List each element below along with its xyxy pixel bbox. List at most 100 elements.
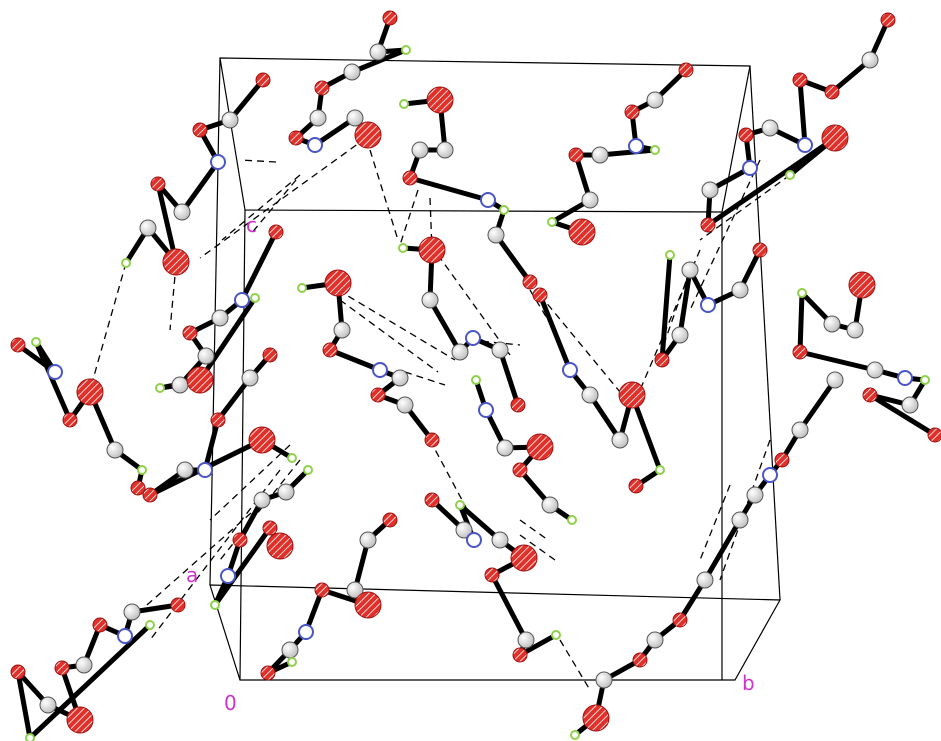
bond-15-9 (27, 622, 153, 741)
oxygen-atom-2-8 (522, 274, 538, 290)
oxygen-atom-10-6 (628, 478, 644, 494)
oxygen-atom-2-4 (402, 170, 418, 186)
carbon-atom-14-2 (346, 581, 364, 599)
hydrogen-bond-20 (429, 439, 471, 516)
carbon-atom-17-6 (696, 571, 714, 589)
oxygen-atom-16-10 (927, 427, 941, 443)
hydrogen-bond-8 (529, 289, 561, 341)
oxygen-atom-large-15-6 (66, 706, 94, 734)
carbon-atom-2-2 (436, 141, 454, 159)
nitrogen-atom-18-2 (700, 297, 716, 313)
oxygen-atom-3-6 (568, 147, 584, 163)
oxygen-atom-large-8-1 (418, 236, 446, 264)
bond-15-8 (15, 669, 33, 741)
oxygen-atom-13-0 (424, 492, 440, 508)
oxygen-atom-3-0 (678, 62, 694, 78)
oxygen-atom-11-5 (142, 487, 158, 503)
nitrogen-atom-8-4 (465, 330, 481, 346)
carbon-atom-7-2 (333, 321, 351, 339)
oxygen-atom-15-0 (170, 597, 186, 613)
oxygen-atom-large-1-6 (162, 248, 190, 276)
carbon-atom-3-7 (581, 191, 599, 209)
bond-13-3 (457, 502, 503, 543)
carbon-atom-3-5 (591, 146, 609, 164)
nitrogen-atom-15-2 (117, 628, 133, 644)
oxygen-atom-13-8 (512, 647, 528, 663)
carbon-atom-13-4 (491, 531, 509, 549)
oxygen-atom-large-9-3 (526, 433, 554, 461)
hydrogen-bond-5 (429, 197, 433, 251)
carbon-atom-5-5 (106, 441, 124, 459)
nitrogen-atom-4-4 (797, 137, 813, 153)
bond-16-3 (797, 290, 805, 355)
carbon-atom-16-1 (846, 321, 864, 339)
bond-7-3 (327, 347, 383, 373)
hydrogen-atom-3-8 (547, 217, 557, 227)
carbon-atom-1-7 (139, 219, 157, 237)
nitrogen-atom-2-5 (480, 192, 496, 208)
hydrogen-atom-3-4 (650, 145, 660, 155)
bond-10-2 (587, 392, 623, 443)
unit-cell (209, 57, 782, 681)
bond-5-2 (33, 339, 73, 423)
bond-11-1 (215, 375, 253, 423)
bond-17-5 (702, 517, 743, 583)
nitrogen-atom-12-4 (220, 568, 236, 584)
carbon-atom-11-1 (241, 369, 259, 387)
axis-a-label: a (186, 563, 198, 587)
nitrogen-atom-9-1 (478, 402, 494, 418)
hydrogen-atom-15-9 (25, 733, 35, 741)
oxygen-atom-14-0 (382, 512, 398, 528)
oxygen-atom-large-10-4 (618, 381, 646, 409)
bond-2-7 (493, 232, 533, 285)
carbon-atom-16-5 (866, 361, 884, 379)
oxygen-atom-large-5-4 (76, 378, 104, 406)
hydrogen-bond-13 (469, 339, 521, 346)
nitrogen-atom-5-1 (47, 364, 63, 380)
carbon-atom-6-4 (197, 347, 215, 365)
bond-1-3 (179, 159, 221, 215)
oxygen-atom-1-0 (255, 72, 271, 88)
carbon-atom-7-5 (391, 369, 409, 387)
nitrogen-atom-3-3 (628, 138, 644, 154)
hydrogen-bond-11 (339, 299, 439, 373)
bond-4-3 (797, 77, 808, 148)
hydrogen-bond-22 (559, 639, 591, 691)
oxygen-atom-4-2 (824, 84, 840, 100)
oxygen-atom-5-3 (62, 412, 78, 428)
hydrogen-atom-1-8 (121, 258, 131, 268)
oxygen-atom-large-3-9 (568, 218, 596, 246)
oxygen-atom-17-9 (632, 652, 648, 668)
bond-18-3 (677, 267, 693, 338)
oxygen-atom-5-0 (10, 337, 26, 353)
bond-1-0 (227, 77, 266, 123)
carbon-atom-15-7 (39, 696, 57, 714)
hydrogen-atom-17-12 (570, 730, 580, 740)
oxygen-atom-17-2 (774, 452, 790, 468)
carbon-atom-4-8 (701, 181, 719, 199)
hydrogen-atom-9-6 (567, 515, 577, 525)
hydrogen-bond-4 (369, 149, 399, 241)
hydrogen-atom-6-8 (250, 293, 260, 303)
oxygen-atom-14-4 (314, 582, 330, 598)
hydrogen-bond-29 (519, 519, 549, 541)
nitrogen-atom-0-7 (307, 137, 323, 153)
bond-18-5 (659, 252, 673, 363)
nitrogen-atom-16-6 (897, 370, 913, 386)
carbon-atom-10-2 (581, 386, 599, 404)
carbon-atom-6-2 (211, 309, 229, 327)
hydrogen-bond-14 (89, 262, 127, 391)
oxygen-atom-large-0-9 (354, 121, 382, 149)
hydrogen-bond-7 (437, 254, 511, 356)
nitrogen-atom-7-4 (372, 362, 388, 378)
carbon-atom-9-5 (541, 496, 559, 514)
hydrogen-atom-18-6 (665, 250, 675, 260)
carbon-atom-0-5 (309, 109, 327, 127)
oxygen-atom-0-0 (382, 10, 398, 26)
oxygen-atom-18-0 (752, 242, 768, 258)
carbon-atom-0-8 (346, 109, 364, 127)
oxygen-atom-15-3 (92, 617, 108, 633)
hydrogen-atom-10-5 (655, 465, 665, 475)
oxygen-atom-7-3 (322, 342, 338, 358)
